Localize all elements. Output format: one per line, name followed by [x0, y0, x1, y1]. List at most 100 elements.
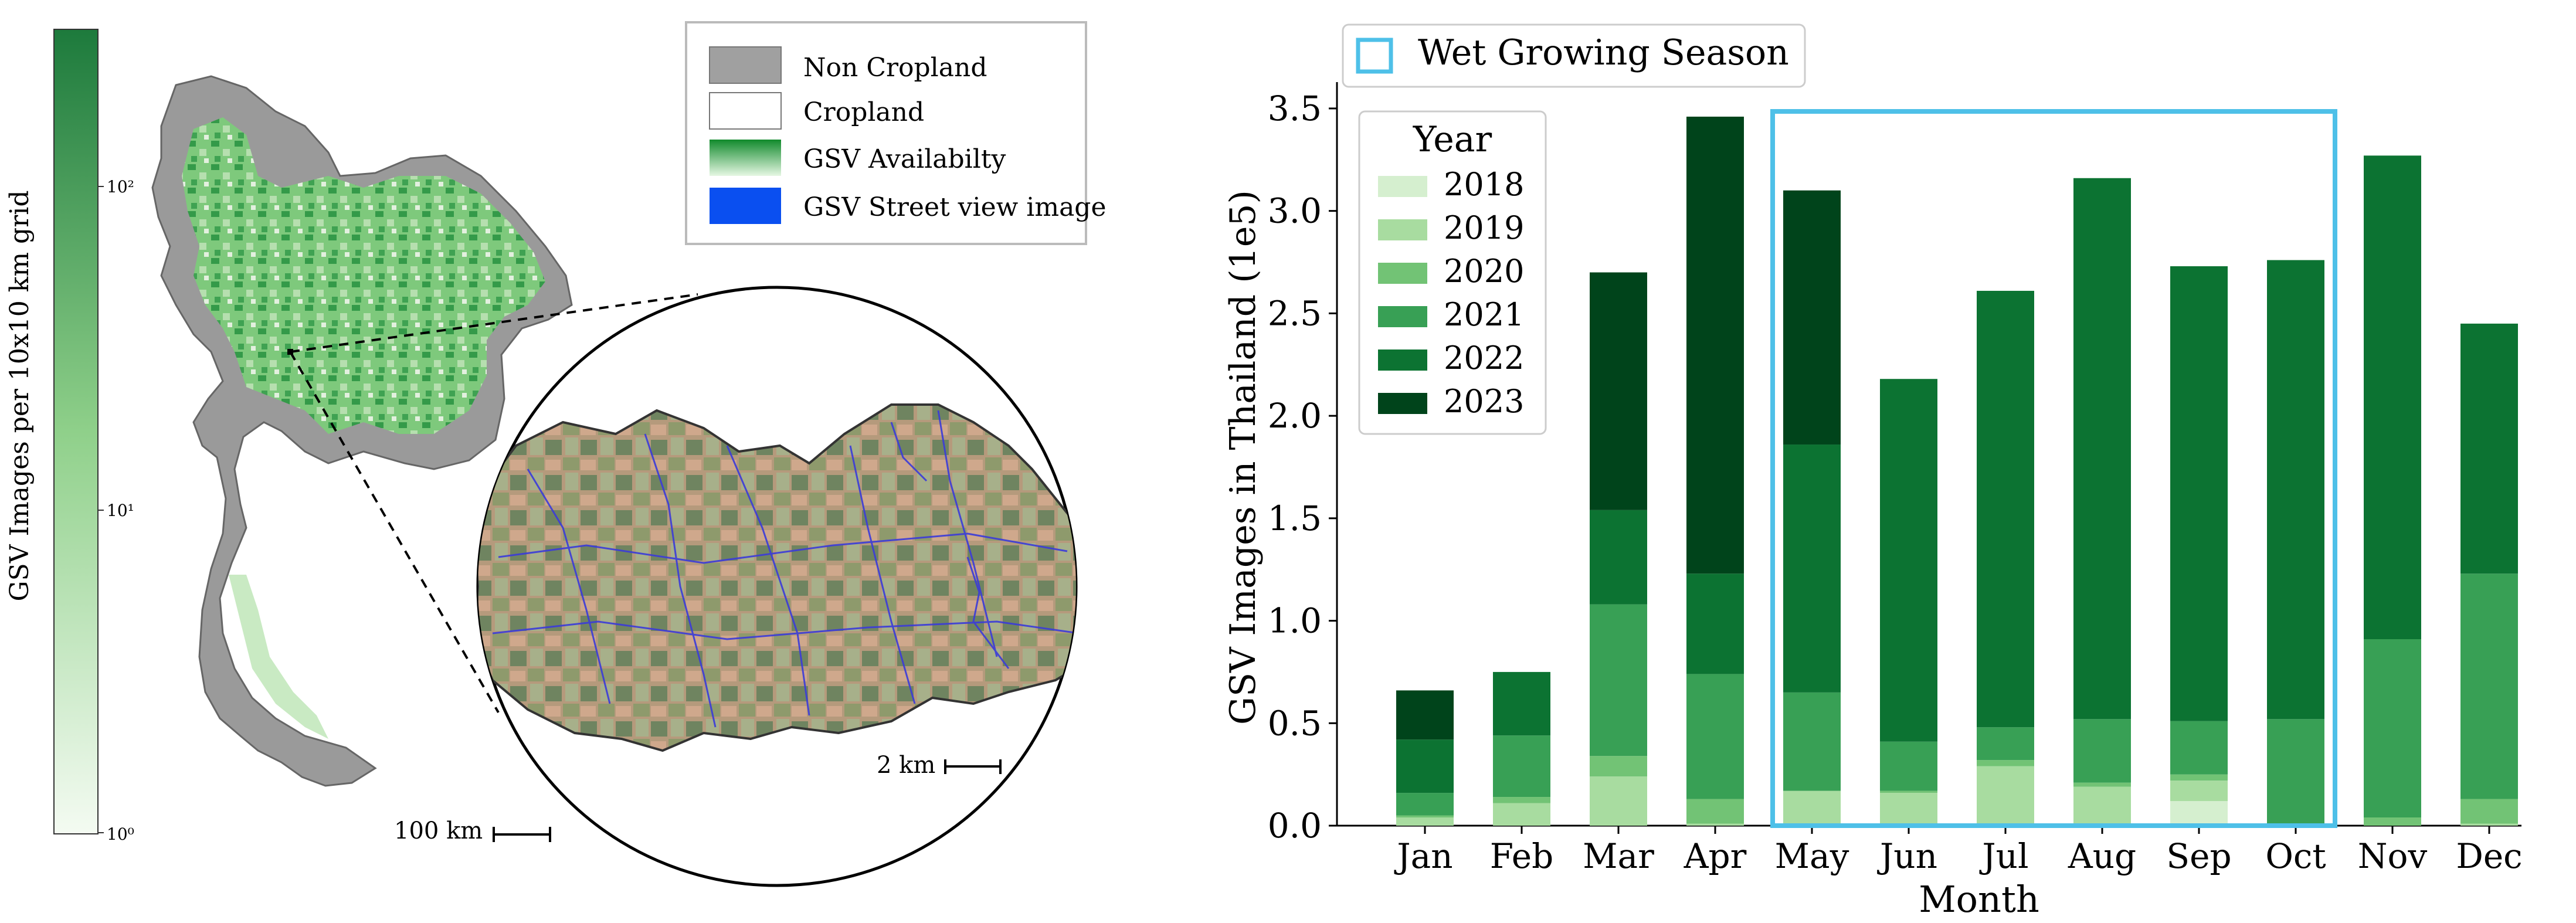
y-tick-label: 2.0	[1268, 396, 1322, 436]
bar-2020-nov	[2364, 817, 2421, 826]
legend-entry-label: 2020	[1444, 253, 1524, 290]
x-tick-label: Mar	[1583, 836, 1654, 876]
map-panel: GSV Images per 10x10 km grid 10² 10¹ 10⁰	[5, 21, 1107, 887]
x-tick-label: May	[1775, 836, 1849, 876]
y-tick-label: 2.5	[1268, 293, 1322, 333]
x-tick-label: Oct	[2265, 836, 2326, 876]
colorbar-tick-label: 10⁰	[107, 824, 134, 844]
y-tick-label: 3.0	[1268, 191, 1322, 231]
legend-entry-label: 2023	[1444, 383, 1524, 420]
colorbar	[53, 29, 99, 834]
map-gsv-coverage	[182, 117, 545, 434]
bar-2021-aug	[2073, 719, 2131, 783]
legend-entry-label: 2018	[1444, 166, 1524, 203]
scale-bar-main-label: 100 km	[394, 817, 483, 844]
legend-title: Year	[1413, 119, 1492, 160]
legend-label: GSV Street view image	[803, 192, 1107, 222]
bar-2022-feb	[1493, 671, 1550, 736]
bar-2022-jun	[1880, 379, 1937, 742]
colorbar-tick-label: 10²	[107, 177, 134, 196]
wet-season-box	[1770, 109, 2337, 828]
bar-2019-aug	[2073, 786, 2131, 826]
bar-2021-oct	[2267, 719, 2324, 824]
bar-2021-apr	[1686, 674, 1744, 799]
year-legend: Year 2018 2019 2020 2021 2022 2023	[1358, 110, 1547, 435]
bar-2019-mar	[1590, 776, 1647, 826]
bar-2022-oct	[2267, 260, 2324, 720]
legend-swatch-gsv-availability	[710, 140, 781, 176]
y-tick-label: 1.5	[1268, 498, 1322, 538]
y-axis-label: GSV Images in Thailand (1e5)	[1223, 190, 1264, 725]
bar-2021-dec	[2460, 574, 2518, 799]
x-tick-label: Jul	[1979, 836, 2028, 876]
bar-2019-apr	[1686, 823, 1744, 826]
bar-2020-apr	[1686, 799, 1744, 824]
bar-2021-may	[1783, 692, 1841, 791]
bar-2020-jun	[1880, 790, 1937, 793]
bar-2023-mar	[1590, 272, 1647, 510]
bar-2019-feb	[1493, 803, 1550, 826]
scale-bar-inset-label: 2 km	[877, 752, 935, 779]
colorbar-label: GSV Images per 10x10 km grid	[5, 191, 35, 602]
bar-2023-apr	[1686, 116, 1744, 574]
x-tick-label: Aug	[2068, 836, 2136, 876]
bar-2023-jan	[1396, 690, 1454, 740]
inset-district	[478, 403, 1076, 752]
bar-2020-aug	[2073, 782, 2131, 787]
x-tick-label: Feb	[1490, 836, 1554, 876]
legend-swatch-cropland	[709, 92, 782, 130]
bar-2022-apr	[1686, 574, 1744, 674]
bar-2020-mar	[1590, 756, 1647, 777]
bar-2020-sep	[2170, 774, 2228, 781]
bar-2021-nov	[2364, 639, 2421, 818]
legend-entry-label: 2021	[1444, 296, 1524, 333]
bar-2021-jul	[1977, 727, 2034, 761]
bar-2020-dec	[2460, 799, 2518, 824]
legend-label: GSV Availabilty	[803, 144, 1006, 174]
annotation-label: Wet Growing Season	[1418, 32, 1789, 73]
bar-2019-jun	[1880, 793, 1937, 826]
y-tick-label: 0.5	[1268, 703, 1322, 743]
legend-swatch-2022	[1378, 349, 1427, 371]
bar-2022-sep	[2170, 266, 2228, 721]
map-gsv-south	[229, 575, 328, 739]
bar-2022-aug	[2073, 178, 2131, 720]
legend-swatch-2020	[1378, 263, 1427, 284]
colorbar-tick-label: 10¹	[107, 501, 134, 520]
x-axis-label: Month	[1919, 878, 2039, 921]
bar-2021-jun	[1880, 741, 1937, 791]
chart-panel: Wet Growing Season 0.0 0.5 1.0 1.5 2.0 2.5 3.0…	[1223, 23, 2523, 921]
bar-2020-jul	[1977, 760, 2034, 766]
x-tick-label: Jun	[1877, 836, 1937, 876]
x-tick-label: Dec	[2456, 836, 2522, 876]
legend-swatch-noncropland	[709, 46, 782, 84]
bar-2021-feb	[1493, 735, 1550, 798]
x-tick-label: Jan	[1394, 836, 1452, 876]
bar-2018-sep	[2170, 801, 2228, 826]
thailand-map	[151, 75, 573, 787]
bar-2021-jan	[1396, 793, 1454, 816]
bar-2021-mar	[1590, 604, 1647, 756]
legend-swatch-gsv-street	[710, 188, 781, 224]
bar-2022-nov	[2364, 155, 2421, 640]
inset-map	[476, 286, 1078, 887]
bar-2019-may	[1783, 790, 1841, 826]
legend-entry-label: 2022	[1444, 340, 1524, 376]
bar-2020-feb	[1493, 797, 1550, 803]
bar-2020-jan	[1396, 815, 1454, 818]
bar-2022-dec	[2460, 323, 2518, 574]
y-tick-label: 3.5	[1268, 89, 1322, 128]
x-tick-label: Apr	[1684, 836, 1747, 876]
bar-2022-jul	[1977, 290, 2034, 728]
legend-swatch-2018	[1378, 176, 1427, 197]
bar-2022-jan	[1396, 739, 1454, 793]
chart-annotation	[1770, 109, 2337, 828]
bar-2019-sep	[2170, 781, 2228, 802]
legend-swatch-2023	[1378, 393, 1427, 414]
legend-swatch-2021	[1378, 306, 1427, 327]
chart-bars	[1396, 116, 2518, 826]
bar-2021-sep	[2170, 721, 2228, 775]
map-legend: Non Cropland Cropland GSV Availabilty GS…	[685, 21, 1107, 245]
x-tick-label: Nov	[2358, 836, 2428, 876]
